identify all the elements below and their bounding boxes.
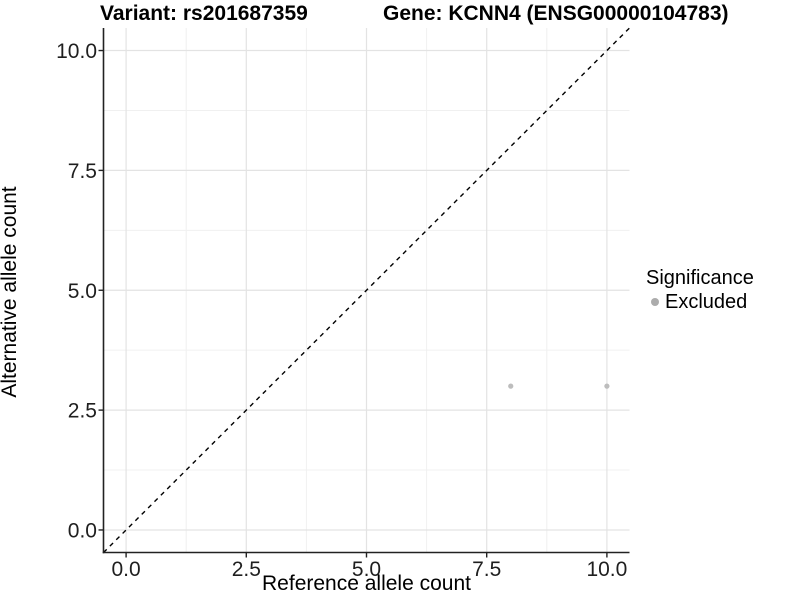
y-tick-label: 0.0 xyxy=(68,519,97,542)
x-axis-title: Reference allele count xyxy=(262,572,471,595)
x-tick-labels: 0.0 2.5 5.0 7.5 10.0 xyxy=(111,558,627,581)
y-axis-title: Alternative allele count xyxy=(0,186,21,398)
plot-title-gene: Gene: KCNN4 (ENSG00000104783) xyxy=(383,2,729,25)
identity-dashed-line xyxy=(103,27,630,553)
y-tick-label: 5.0 xyxy=(68,280,97,303)
y-tick-label: 7.5 xyxy=(68,160,97,183)
legend-item-excluded: Excluded xyxy=(646,290,754,314)
x-tick-label: 5.0 xyxy=(352,558,381,581)
x-tick-label: 0.0 xyxy=(111,558,140,581)
tick-marks xyxy=(98,49,608,558)
plot-title-variant: Variant: rs201687359 xyxy=(100,2,308,25)
x-tick-label: 2.5 xyxy=(232,558,261,581)
y-tick-labels: 0.0 2.5 5.0 7.5 10.0 xyxy=(56,40,97,542)
data-points xyxy=(508,383,610,389)
data-point xyxy=(604,383,610,389)
legend-point-icon xyxy=(651,298,659,306)
y-tick-label: 10.0 xyxy=(56,40,97,63)
y-tick-label: 2.5 xyxy=(68,400,97,423)
legend-title: Significance xyxy=(646,267,754,289)
identity-reference-line xyxy=(103,27,630,553)
legend: Significance Excluded xyxy=(646,266,754,314)
x-tick-label: 10.0 xyxy=(586,558,627,581)
legend-item-label: Excluded xyxy=(665,290,748,313)
data-point xyxy=(508,383,514,389)
x-tick-label: 7.5 xyxy=(472,558,501,581)
